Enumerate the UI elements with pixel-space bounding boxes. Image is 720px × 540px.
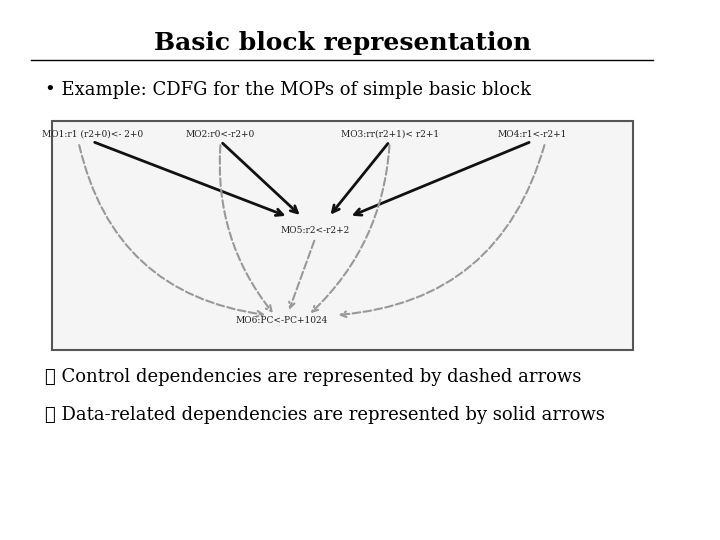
Text: ✓ Data-related dependencies are represented by solid arrows: ✓ Data-related dependencies are represen… — [45, 406, 605, 423]
Text: MO6:PC<-PC+1024: MO6:PC<-PC+1024 — [235, 316, 328, 325]
Text: MO4:r1<-r2+1: MO4:r1<-r2+1 — [497, 130, 567, 139]
Text: MO2:r0<-r2+0: MO2:r0<-r2+0 — [186, 130, 255, 139]
Text: • Example: CDFG for the MOPs of simple basic block: • Example: CDFG for the MOPs of simple b… — [45, 81, 531, 99]
Text: Basic block representation: Basic block representation — [153, 31, 531, 55]
Text: MO5:r2<-r2+2: MO5:r2<-r2+2 — [281, 226, 350, 234]
Text: ✓ Control dependencies are represented by dashed arrows: ✓ Control dependencies are represented b… — [45, 368, 581, 386]
Text: MO3:rr(r2+1)< r2+1: MO3:rr(r2+1)< r2+1 — [341, 130, 438, 139]
FancyBboxPatch shape — [52, 121, 633, 350]
Text: MO1:r1 (r2+0)<- 2+0: MO1:r1 (r2+0)<- 2+0 — [42, 130, 143, 139]
